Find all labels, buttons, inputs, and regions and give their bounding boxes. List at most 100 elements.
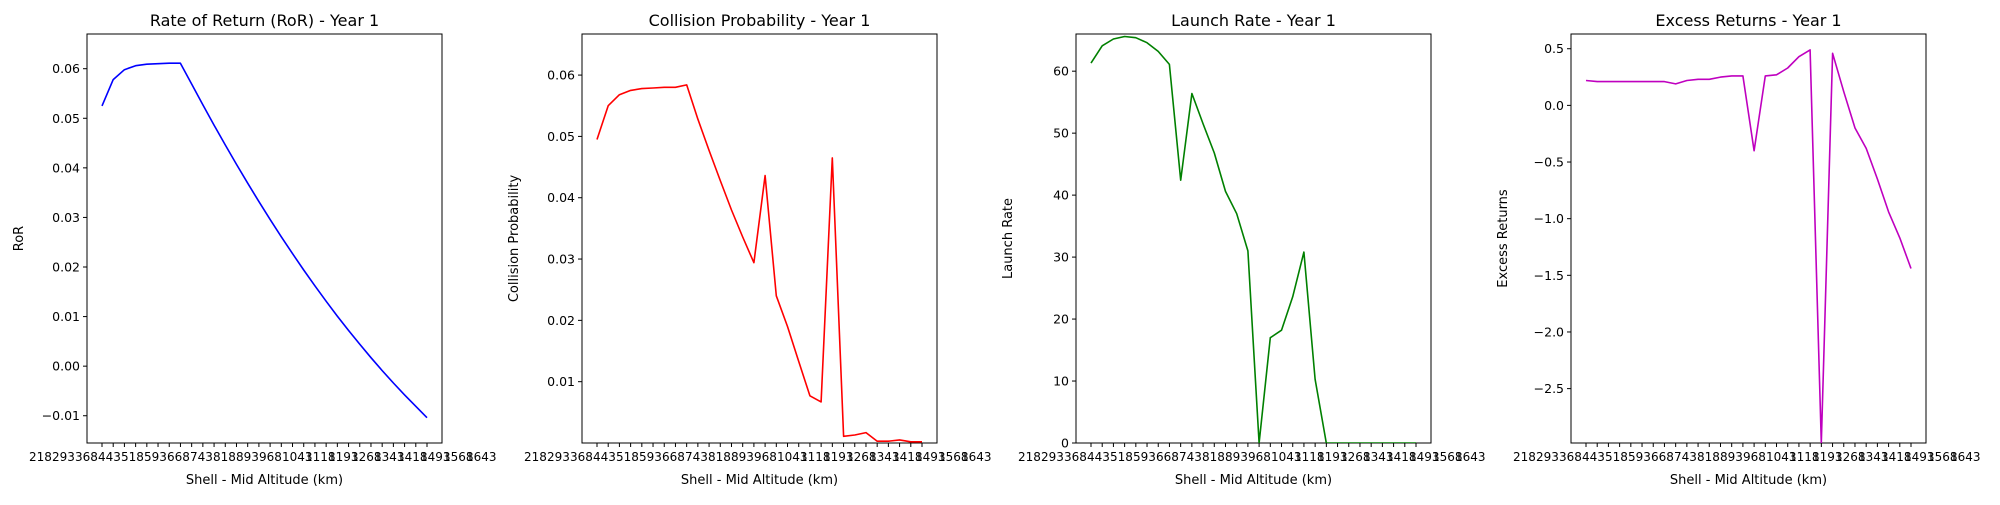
series-line: [1091, 37, 1416, 444]
series-line: [102, 63, 427, 418]
x-tick-label: 368: [1559, 450, 1582, 464]
y-tick-label: 0.01: [547, 374, 575, 389]
x-axis-label: Shell - Mid Altitude (km): [1175, 473, 1332, 488]
y-tick-label: 0.05: [52, 111, 80, 126]
x-tick-label: 1643: [466, 450, 497, 464]
x-tick-label: 293: [547, 450, 570, 464]
y-tick-label: 0.06: [52, 61, 80, 76]
chart-title: Launch Rate - Year 1: [1171, 11, 1336, 30]
x-tick-label: 443: [1087, 450, 1110, 464]
x-tick-label: 818: [1697, 450, 1720, 464]
y-tick-label: 50: [1053, 126, 1069, 141]
x-tick-label: 443: [98, 450, 121, 464]
x-tick-label: 593: [144, 450, 167, 464]
axes-frame: [582, 34, 937, 443]
y-tick-label: 0.0: [1544, 98, 1564, 113]
x-tick-label: 368: [1064, 450, 1087, 464]
x-tick-label: 593: [1628, 450, 1651, 464]
x-tick-label: 293: [52, 450, 75, 464]
x-tick-label: 893: [1720, 450, 1743, 464]
y-tick-label: 0.00: [52, 359, 80, 374]
y-tick-label: 0: [1061, 436, 1069, 451]
y-tick-label: 0.02: [547, 313, 575, 328]
x-tick-label: 968: [1743, 450, 1766, 464]
x-tick-label: 368: [75, 450, 98, 464]
y-axis-label: RoR: [12, 226, 27, 251]
x-tick-label: 218: [1018, 450, 1041, 464]
x-tick-label: 818: [1202, 450, 1225, 464]
y-tick-label: 0.06: [547, 68, 575, 83]
x-tick-label: 443: [593, 450, 616, 464]
y-axis-label: Collision Probability: [507, 175, 522, 303]
x-tick-label: 218: [1513, 450, 1536, 464]
y-tick-label: 0.04: [547, 190, 575, 205]
y-tick-label: −1.0: [1534, 211, 1564, 226]
series-line: [1586, 50, 1911, 443]
x-tick-label: 218: [29, 450, 52, 464]
x-tick-label: 443: [1582, 450, 1605, 464]
x-tick-label: 818: [213, 450, 236, 464]
x-axis-label: Shell - Mid Altitude (km): [186, 473, 343, 488]
x-tick-label: 818: [708, 450, 731, 464]
y-tick-label: 0.5: [1544, 41, 1564, 56]
x-axis-label: Shell - Mid Altitude (km): [1670, 473, 1827, 488]
x-tick-label: 518: [1605, 450, 1628, 464]
x-tick-label: 668: [662, 450, 685, 464]
y-tick-label: −2.5: [1534, 381, 1564, 396]
x-tick-label: 593: [1133, 450, 1156, 464]
x-tick-label: 968: [259, 450, 282, 464]
x-tick-label: 368: [570, 450, 593, 464]
subplot-3: Launch Rate - Year 1 Shell - Mid Altitude…: [1001, 11, 1486, 488]
x-tick-label: 743: [1179, 450, 1202, 464]
x-tick-label: 893: [236, 450, 259, 464]
y-tick-label: 0.02: [52, 260, 80, 275]
x-axis-label: Shell - Mid Altitude (km): [681, 473, 838, 488]
axes-frame: [1076, 34, 1431, 443]
x-tick-label: 518: [616, 450, 639, 464]
x-tick-label: 968: [1248, 450, 1271, 464]
axes-frame: [1571, 34, 1926, 443]
y-tick-label: 10: [1053, 374, 1069, 389]
chart-title: Rate of Return (RoR) - Year 1: [150, 11, 379, 30]
x-tick-label: 668: [167, 450, 190, 464]
x-tick-label: 518: [1110, 450, 1133, 464]
subplot-2: Collision Probability - Year 1 Shell - Mi…: [507, 11, 992, 488]
y-tick-label: 0.05: [547, 129, 575, 144]
y-tick-label: 40: [1053, 188, 1069, 203]
y-axis-label: Launch Rate: [1001, 198, 1016, 279]
x-tick-label: 668: [1651, 450, 1674, 464]
x-tick-label: 668: [1156, 450, 1179, 464]
x-tick-label: 743: [190, 450, 213, 464]
y-tick-label: 0.03: [547, 252, 575, 267]
x-tick-label: 1643: [1455, 450, 1486, 464]
y-tick-label: 20: [1053, 312, 1069, 327]
x-tick-label: 893: [731, 450, 754, 464]
x-tick-label: 218: [524, 450, 547, 464]
chart-title: Collision Probability - Year 1: [649, 11, 871, 30]
x-tick-label: 1643: [1950, 450, 1981, 464]
y-tick-label: 30: [1053, 250, 1069, 265]
chart-title: Excess Returns - Year 1: [1655, 11, 1841, 30]
y-tick-label: −0.5: [1534, 155, 1564, 170]
y-axis-label: Excess Returns: [1496, 189, 1511, 288]
subplot-1: Rate of Return (RoR) - Year 1 Shell - Mid…: [12, 11, 497, 488]
x-tick-label: 293: [1536, 450, 1559, 464]
y-tick-label: 0.03: [52, 210, 80, 225]
x-tick-label: 293: [1041, 450, 1064, 464]
x-tick-label: 518: [121, 450, 144, 464]
y-tick-label: 0.04: [52, 160, 80, 175]
x-tick-label: 743: [685, 450, 708, 464]
series-line: [597, 85, 922, 442]
x-tick-label: 1643: [961, 450, 992, 464]
y-tick-label: −2.0: [1534, 324, 1564, 339]
subplot-4: Excess Returns - Year 1 Shell - Mid Altit…: [1496, 11, 1981, 488]
y-tick-label: 60: [1053, 64, 1069, 79]
x-tick-label: 743: [1674, 450, 1697, 464]
y-tick-label: −1.5: [1534, 268, 1564, 283]
y-tick-label: 0.01: [52, 309, 80, 324]
x-tick-label: 593: [639, 450, 662, 464]
axes-frame: [87, 34, 442, 443]
y-tick-label: −0.01: [42, 408, 80, 423]
